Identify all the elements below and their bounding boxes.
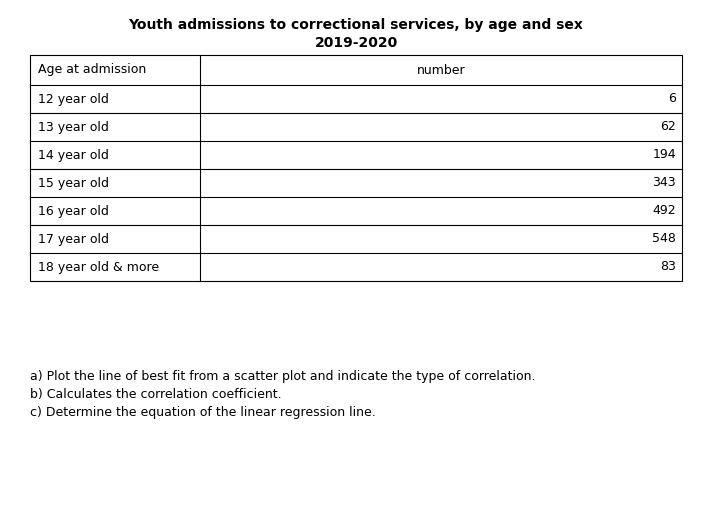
Text: 343: 343 bbox=[652, 177, 676, 189]
Text: 12 year old: 12 year old bbox=[38, 93, 109, 106]
Text: a) Plot the line of best fit from a scatter plot and indicate the type of correl: a) Plot the line of best fit from a scat… bbox=[30, 370, 535, 383]
Text: Youth admissions to correctional services, by age and sex: Youth admissions to correctional service… bbox=[129, 18, 583, 32]
Text: 194: 194 bbox=[652, 148, 676, 161]
Text: 6: 6 bbox=[668, 93, 676, 106]
Text: b) Calculates the correlation coefficient.: b) Calculates the correlation coefficien… bbox=[30, 388, 282, 401]
Text: 548: 548 bbox=[652, 232, 676, 246]
Text: 83: 83 bbox=[660, 260, 676, 274]
Text: 13 year old: 13 year old bbox=[38, 120, 109, 134]
Text: 15 year old: 15 year old bbox=[38, 177, 109, 189]
Text: 14 year old: 14 year old bbox=[38, 148, 109, 161]
Text: 2019-2020: 2019-2020 bbox=[315, 36, 397, 50]
Text: 16 year old: 16 year old bbox=[38, 205, 109, 217]
Text: number: number bbox=[417, 64, 466, 76]
Bar bbox=[30, 55, 682, 281]
Text: 62: 62 bbox=[660, 120, 676, 134]
Text: c) Determine the equation of the linear regression line.: c) Determine the equation of the linear … bbox=[30, 406, 376, 419]
Text: 492: 492 bbox=[652, 205, 676, 217]
Text: Age at admission: Age at admission bbox=[38, 64, 146, 76]
Text: 18 year old & more: 18 year old & more bbox=[38, 260, 159, 274]
Text: 17 year old: 17 year old bbox=[38, 232, 109, 246]
